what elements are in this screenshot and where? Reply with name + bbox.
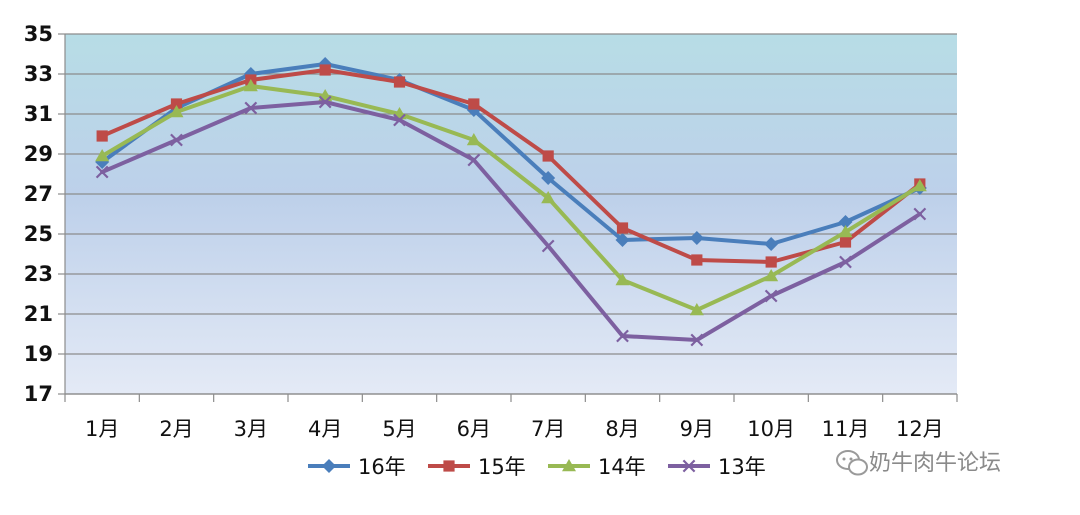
- x-tick-label: 3月: [234, 417, 268, 441]
- x-tick-label: 4月: [308, 417, 342, 441]
- x-tick-label: 7月: [531, 417, 565, 441]
- data-point: [689, 303, 704, 316]
- data-point: [393, 76, 406, 88]
- wechat-icon: [836, 450, 868, 476]
- plot-area: [65, 34, 957, 394]
- y-tick-label: 17: [24, 382, 53, 406]
- watermark-text: 奶牛肉牛论坛: [869, 451, 1001, 476]
- legend-label: 16年: [358, 455, 406, 479]
- series-3: [95, 95, 927, 347]
- data-point: [243, 79, 258, 92]
- data-point: [616, 329, 629, 343]
- data-point: [467, 153, 481, 167]
- data-point: [690, 333, 704, 347]
- legend-item: 16年: [308, 455, 406, 479]
- data-point: [913, 207, 927, 221]
- data-point: [244, 101, 258, 115]
- data-point: [764, 289, 778, 303]
- legend-item: 14年: [548, 455, 646, 479]
- series-2: [95, 79, 927, 316]
- data-point: [319, 64, 331, 76]
- y-tick-label: 35: [24, 22, 53, 46]
- legend-item: 15年: [428, 455, 526, 479]
- data-point: [764, 269, 779, 282]
- data-point: [322, 459, 336, 473]
- series-line: [100, 100, 922, 342]
- y-tick-label: 31: [24, 102, 53, 126]
- y-tick-label: 29: [24, 142, 53, 166]
- series-line: [100, 84, 922, 312]
- data-point: [170, 133, 183, 147]
- axes: 17 19 21 23 25 27 29 31 33 35 1月 2月 3月 4月 5月 6月 7月 8月 9月 10…: [24, 22, 958, 441]
- series-group: [95, 57, 927, 347]
- data-point: [765, 256, 777, 268]
- series-line: [100, 68, 922, 264]
- data-point: [616, 222, 629, 234]
- legend-label: 13年: [718, 455, 766, 479]
- data-point: [170, 98, 183, 110]
- data-point: [96, 130, 108, 142]
- data-point: [393, 113, 406, 127]
- x-tick-label: 8月: [605, 417, 639, 441]
- data-point: [615, 233, 630, 247]
- x-tick-label: 11月: [822, 417, 870, 441]
- data-point: [682, 459, 696, 473]
- data-point: [838, 215, 853, 229]
- y-tick-label: 27: [24, 182, 53, 206]
- data-point: [318, 95, 332, 109]
- x-tick-label: 5月: [382, 417, 416, 441]
- legend-label: 14年: [598, 455, 646, 479]
- data-point: [95, 165, 109, 179]
- gridlines: [65, 33, 957, 395]
- x-tick-label: 10月: [747, 417, 795, 441]
- data-point: [541, 171, 556, 185]
- y-tick-label: 21: [24, 302, 53, 326]
- data-point: [542, 150, 554, 162]
- y-tick-label: 23: [24, 262, 53, 286]
- data-point: [839, 255, 852, 269]
- y-tick-label: 33: [24, 62, 53, 86]
- watermark: 奶牛肉牛论坛: [836, 450, 1001, 476]
- y-tick-label: 25: [24, 222, 53, 246]
- series-line: [100, 62, 922, 246]
- x-tick-label: 6月: [457, 417, 491, 441]
- data-point: [541, 191, 556, 204]
- x-tick-label: 1月: [85, 417, 119, 441]
- data-point: [169, 105, 184, 118]
- data-point: [615, 273, 630, 286]
- legend-label: 15年: [478, 455, 526, 479]
- y-tick-label: 19: [24, 342, 53, 366]
- x-tick-label: 12月: [896, 417, 944, 441]
- x-tick-label: 2月: [159, 417, 193, 441]
- data-point: [912, 179, 927, 192]
- legend-item: 13年: [668, 455, 766, 479]
- data-point: [466, 133, 481, 146]
- data-point: [562, 459, 576, 472]
- data-point: [689, 231, 704, 245]
- data-point: [468, 98, 480, 110]
- data-point: [443, 460, 455, 472]
- data-point: [838, 225, 853, 238]
- data-point: [541, 239, 555, 253]
- data-point: [764, 237, 779, 251]
- x-tick-label: 9月: [680, 417, 714, 441]
- legend: 16年 15年 14年 13年: [308, 455, 766, 479]
- data-point: [95, 149, 110, 162]
- data-point: [839, 236, 852, 248]
- data-point: [691, 254, 703, 266]
